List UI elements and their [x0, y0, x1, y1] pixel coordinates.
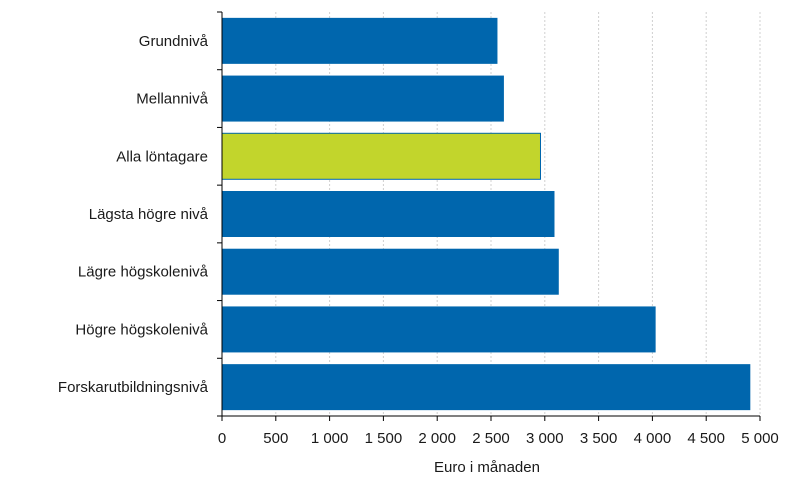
bar [222, 364, 750, 410]
y-tick-label: Alla löntagare [116, 148, 208, 165]
x-tick-label: 0 [218, 430, 226, 447]
bar [222, 133, 540, 179]
x-tick-label: 3 000 [526, 430, 564, 447]
bars [222, 18, 750, 410]
x-tick-label: 3 500 [580, 430, 618, 447]
y-tick-label: Forskarutbildningsnivå [58, 379, 209, 396]
x-tick-label: 1 500 [365, 430, 403, 447]
x-tick-label: 1 000 [311, 430, 349, 447]
y-tick-label: Lägre högskolenivå [78, 264, 209, 281]
x-tick-label: 500 [263, 430, 288, 447]
x-tick-label: 2 000 [418, 430, 456, 447]
x-tick-label: 4 500 [687, 430, 725, 447]
bar [222, 18, 497, 64]
x-tick-label: 2 500 [472, 430, 510, 447]
y-tick-label: Högre högskolenivå [75, 321, 208, 338]
bar [222, 249, 559, 295]
x-tick-labels: 0 500 1 000 1 500 2 000 2 500 3 000 3 500 4 000 4… [218, 430, 779, 447]
y-tick-label: Mellannivå [136, 91, 208, 108]
bar [222, 306, 656, 352]
x-tick-label: 4 000 [634, 430, 672, 447]
y-tick-label: Grundnivå [139, 33, 209, 50]
bar [222, 76, 504, 122]
x-axis-label: Euro i månaden [434, 459, 540, 476]
bar [222, 191, 554, 237]
y-tick-label: Lägsta högre nivå [89, 206, 209, 223]
y-tick-labels: Grundnivå Mellannivå Alla löntagare Lägsta … [58, 33, 209, 396]
x-tick-label: 5 000 [741, 430, 779, 447]
